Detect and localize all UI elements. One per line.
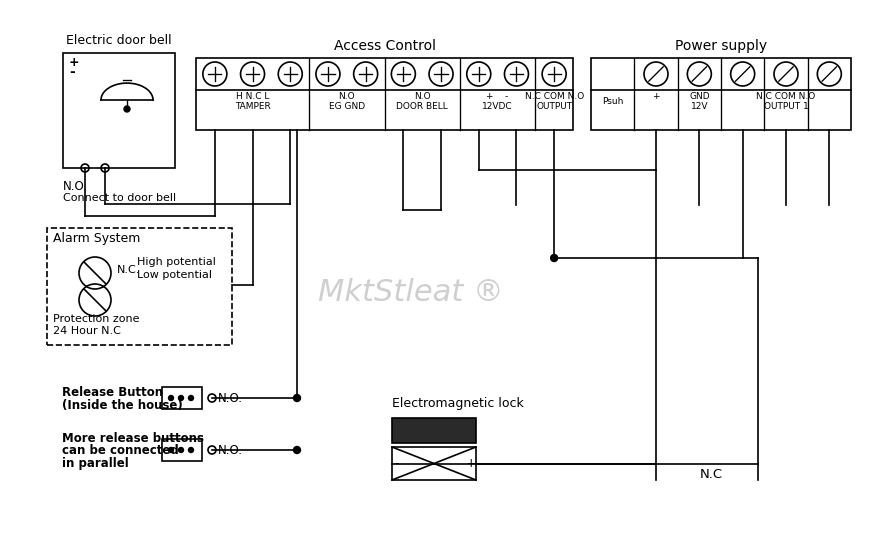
- Bar: [196, 58, 573, 130]
- Text: N.O: N.O: [338, 92, 355, 101]
- Text: -: -: [394, 457, 399, 470]
- Text: N.C COM N.O: N.C COM N.O: [757, 92, 816, 101]
- Bar: [63, 53, 175, 168]
- Bar: [47, 228, 232, 345]
- Text: can be connected: can be connected: [62, 444, 179, 457]
- Circle shape: [124, 106, 130, 112]
- Text: H N.C L: H N.C L: [236, 92, 269, 101]
- Text: Electromagnetic lock: Electromagnetic lock: [392, 397, 524, 410]
- Text: Alarm System: Alarm System: [53, 232, 140, 245]
- Text: OUTPUT 1: OUTPUT 1: [764, 102, 808, 111]
- Text: EG GND: EG GND: [329, 102, 365, 111]
- Text: N.C.: N.C.: [117, 265, 140, 275]
- Text: -: -: [69, 65, 74, 79]
- Text: +    -: + -: [486, 92, 509, 101]
- Text: N.O.: N.O.: [218, 443, 243, 457]
- Text: MktStleat ®: MktStleat ®: [318, 277, 503, 306]
- Bar: [392, 418, 476, 443]
- Text: 12V: 12V: [690, 102, 708, 111]
- Circle shape: [189, 447, 193, 452]
- Text: N.C: N.C: [700, 468, 723, 481]
- Text: Protection zone: Protection zone: [53, 314, 139, 324]
- Bar: [591, 58, 851, 130]
- Bar: [162, 387, 202, 409]
- Bar: [392, 447, 476, 480]
- Text: Release Button: Release Button: [62, 385, 163, 398]
- Text: 12VDC: 12VDC: [482, 102, 513, 111]
- Text: +: +: [466, 457, 477, 470]
- Text: Psuh: Psuh: [602, 97, 624, 106]
- Text: More release buttons: More release buttons: [62, 432, 204, 446]
- Circle shape: [189, 395, 193, 400]
- Circle shape: [168, 395, 174, 400]
- Text: 24 Hour N.C: 24 Hour N.C: [53, 326, 120, 336]
- Text: +: +: [652, 92, 660, 101]
- Circle shape: [293, 447, 300, 453]
- Text: Power supply: Power supply: [675, 39, 767, 53]
- Text: OUTPUT: OUTPUT: [536, 102, 572, 111]
- Text: TAMPER: TAMPER: [235, 102, 270, 111]
- Text: N.O.: N.O.: [63, 179, 88, 193]
- Circle shape: [293, 394, 300, 402]
- Circle shape: [168, 447, 174, 452]
- Text: Access Control: Access Control: [333, 39, 436, 53]
- Text: Connect to door bell: Connect to door bell: [63, 193, 176, 203]
- Text: N.O.: N.O.: [218, 392, 243, 404]
- Text: N.O: N.O: [414, 92, 431, 101]
- Circle shape: [178, 395, 183, 400]
- Text: (Inside the house): (Inside the house): [62, 398, 183, 412]
- Text: GND: GND: [689, 92, 710, 101]
- Text: +: +: [69, 56, 80, 69]
- Text: Electric door bell: Electric door bell: [66, 34, 172, 47]
- Text: High potential: High potential: [137, 257, 216, 267]
- Text: Low potential: Low potential: [137, 270, 212, 280]
- Text: N.C COM N.O: N.C COM N.O: [525, 92, 584, 101]
- Text: in parallel: in parallel: [62, 457, 128, 470]
- Bar: [162, 439, 202, 461]
- Text: DOOR BELL: DOOR BELL: [396, 102, 448, 111]
- Circle shape: [178, 447, 183, 452]
- Circle shape: [551, 255, 557, 261]
